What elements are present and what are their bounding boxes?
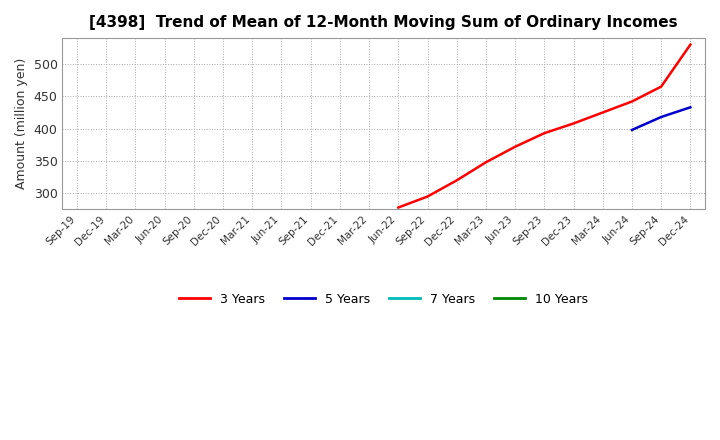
3 Years [570,121,578,126]
5 Years [657,114,665,120]
3 Years [423,194,432,199]
3 Years [510,144,519,149]
5 Years [686,105,695,110]
3 Years [598,110,607,115]
3 Years [628,99,636,104]
5 Years [628,127,636,132]
Legend: 3 Years, 5 Years, 7 Years, 10 Years: 3 Years, 5 Years, 7 Years, 10 Years [174,288,593,311]
3 Years [452,178,461,183]
Title: [4398]  Trend of Mean of 12-Month Moving Sum of Ordinary Incomes: [4398] Trend of Mean of 12-Month Moving … [89,15,678,30]
Y-axis label: Amount (million yen): Amount (million yen) [15,58,28,189]
3 Years [482,160,490,165]
3 Years [686,42,695,47]
Line: 3 Years: 3 Years [398,44,690,208]
3 Years [657,84,665,89]
Line: 5 Years: 5 Years [632,107,690,130]
3 Years [394,205,402,210]
3 Years [540,131,549,136]
